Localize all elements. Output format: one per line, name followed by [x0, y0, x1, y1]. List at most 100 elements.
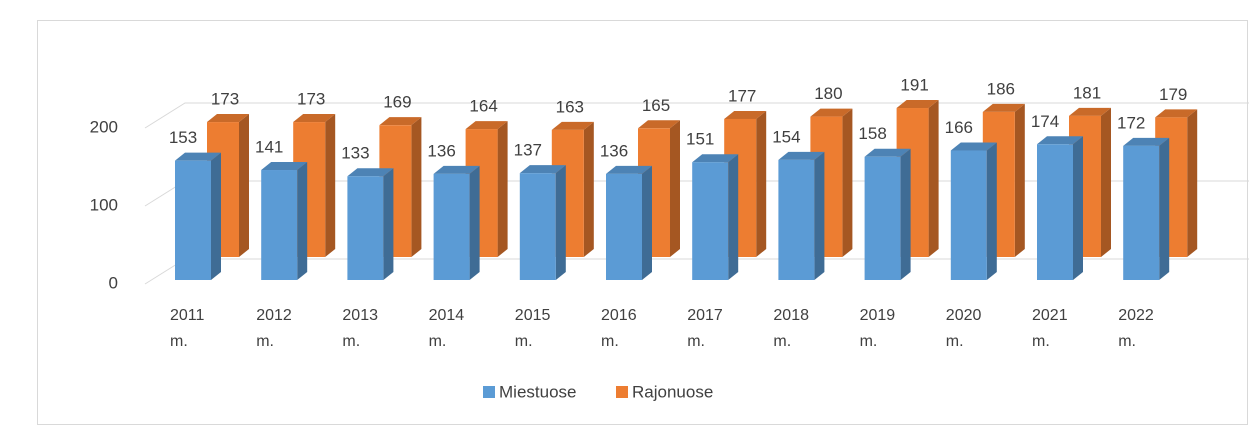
data-label: 169 — [383, 93, 411, 112]
bar-front — [778, 159, 815, 280]
bar-side — [842, 108, 853, 257]
x-tick-label: 2014 m. — [428, 307, 465, 350]
data-label: 172 — [1117, 113, 1145, 132]
y-tick-label: 0 — [109, 273, 118, 292]
bar-side — [383, 168, 394, 280]
legend-swatch — [483, 386, 495, 398]
data-label: 158 — [858, 124, 886, 143]
bar — [692, 154, 739, 280]
bar-side — [1159, 137, 1170, 280]
bar-front — [1037, 144, 1073, 280]
bar — [261, 162, 308, 280]
x-tick-label: 2021 m. — [1032, 307, 1068, 350]
bar-top — [207, 114, 249, 123]
legend-swatch — [616, 386, 628, 398]
bar-side — [986, 142, 997, 280]
bar-side — [1187, 109, 1198, 257]
legend-label: Rajonuose — [632, 382, 713, 401]
data-label: 181 — [1073, 83, 1101, 102]
bar-top — [606, 165, 652, 174]
bar — [175, 152, 221, 280]
data-label: 151 — [686, 130, 714, 149]
bar-side — [756, 110, 767, 257]
bar-side — [1014, 103, 1025, 257]
bar-front — [519, 173, 556, 280]
bar-top — [982, 103, 1025, 112]
y-tick-label: 100 — [90, 195, 118, 214]
bar-side — [583, 121, 594, 257]
bar — [519, 165, 566, 280]
bar-front — [347, 176, 384, 280]
bar — [1037, 136, 1083, 280]
bar-side — [211, 152, 221, 280]
bar-front — [606, 173, 642, 280]
bar-top — [1123, 137, 1170, 146]
bar-front — [950, 150, 987, 280]
data-label: 141 — [255, 138, 283, 157]
data-label: 136 — [600, 141, 628, 160]
bar-side — [497, 121, 508, 257]
bar-top — [551, 121, 594, 130]
x-tick-label: 2015 m. — [514, 307, 551, 350]
bar-top — [692, 154, 739, 163]
data-label: 191 — [900, 76, 928, 95]
data-label: 177 — [728, 86, 756, 105]
x-tick-label: 2012 m. — [256, 307, 292, 350]
bar-side — [1073, 136, 1083, 280]
bar-side — [900, 148, 911, 280]
x-tick-label: 2020 m. — [945, 307, 982, 350]
bar-front — [433, 173, 470, 280]
data-label: 133 — [341, 144, 369, 163]
bar-side — [1101, 107, 1111, 257]
bar-side — [814, 151, 825, 280]
data-label: 154 — [772, 127, 800, 146]
bar-top — [778, 151, 825, 160]
bar-side — [325, 114, 336, 257]
bar-front — [692, 162, 729, 280]
bar-top — [950, 142, 997, 151]
bar-top — [1069, 107, 1111, 116]
bar — [1123, 137, 1170, 280]
bar — [778, 151, 825, 280]
bar-side — [928, 100, 939, 258]
bar-side — [555, 165, 566, 280]
data-label: 179 — [1159, 85, 1187, 104]
bar — [864, 148, 911, 280]
bar-side — [239, 114, 249, 257]
bar — [606, 165, 652, 280]
bar-top — [433, 165, 480, 174]
bar-top — [724, 110, 767, 119]
bar-top — [347, 168, 394, 177]
bar-top — [864, 148, 911, 157]
bar-top — [465, 121, 508, 130]
y-tick-label: 200 — [90, 117, 118, 136]
bar-top — [519, 165, 566, 174]
data-label: 186 — [987, 79, 1015, 98]
bar-front — [261, 170, 298, 280]
x-tick-label: 2016 m. — [601, 307, 637, 350]
bar-top — [261, 162, 308, 171]
data-label: 173 — [211, 90, 239, 109]
data-label: 137 — [514, 141, 542, 160]
bar-side — [469, 165, 480, 280]
bar-side — [670, 120, 680, 257]
bar-top — [1037, 136, 1083, 145]
x-tick-label: 2011 m. — [170, 307, 205, 350]
data-label: 136 — [427, 141, 455, 160]
bar-side — [297, 162, 308, 280]
bar-side — [411, 117, 422, 258]
bar-front — [864, 156, 901, 280]
x-tick-label: 2017 m. — [687, 307, 723, 350]
x-tick-label: 2018 m. — [773, 307, 809, 350]
bar-top — [638, 120, 680, 129]
data-label: 165 — [642, 96, 670, 115]
bar — [347, 168, 394, 280]
bar-front — [1123, 145, 1160, 280]
data-label: 166 — [945, 118, 973, 137]
data-label: 174 — [1031, 112, 1059, 131]
bar-top — [379, 117, 422, 126]
bar-top — [293, 114, 336, 123]
x-tick-label: 2022 m. — [1118, 307, 1154, 350]
